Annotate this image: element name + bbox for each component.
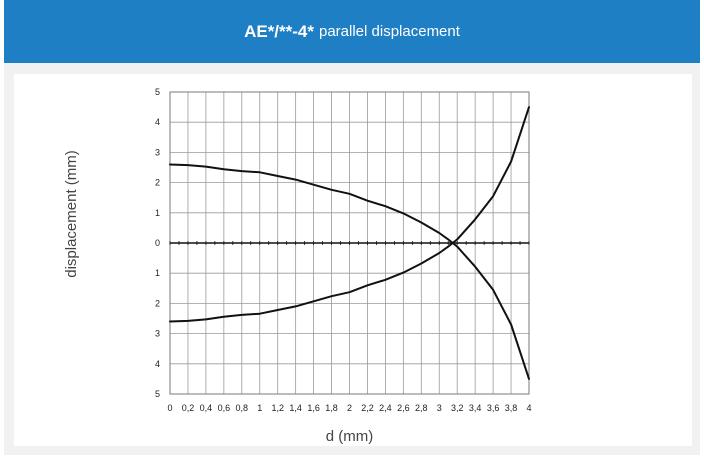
y-tick-label: 5 bbox=[155, 87, 160, 97]
x-tick-label: 0 bbox=[167, 403, 172, 413]
x-tick-label: 3 bbox=[437, 403, 442, 413]
y-axis-label: displacement (mm) bbox=[63, 150, 80, 278]
y-tick-label: 1 bbox=[155, 208, 160, 218]
y-tick-label: 4 bbox=[155, 117, 160, 127]
y-tick-label: 2 bbox=[155, 178, 160, 188]
x-tick-label: 2 bbox=[347, 403, 352, 413]
series-layer bbox=[169, 106, 530, 380]
chart-header: AE*/**-4* parallel displacement bbox=[4, 0, 700, 63]
plot-panel bbox=[14, 74, 692, 446]
x-tick-label: 1,4 bbox=[289, 403, 302, 413]
series-line-1 bbox=[169, 163, 530, 380]
y-tick-label: 4 bbox=[155, 359, 160, 369]
y-tick-labels: 5 4 3 2 1 0 1 2 3 4 5 bbox=[155, 87, 160, 399]
y-tick-label: 1 bbox=[155, 268, 160, 278]
chart-title-main: AE*/**-4* bbox=[244, 21, 314, 41]
x-tick-label: 2,8 bbox=[415, 403, 428, 413]
x-tick-label: 1 bbox=[257, 403, 262, 413]
x-tick-label: 1,6 bbox=[307, 403, 320, 413]
x-tick-label: 2,2 bbox=[361, 403, 374, 413]
x-tick-label: 3,8 bbox=[505, 403, 518, 413]
y-tick-label: 3 bbox=[155, 147, 160, 157]
x-tick-label: 1,8 bbox=[325, 403, 338, 413]
x-tick-label: 3,6 bbox=[487, 403, 500, 413]
x-tick-label: 4 bbox=[526, 403, 531, 413]
x-tick-labels: 0 0,2 0,4 0,6 0,8 1 1,2 1,4 1,6 1,8 2 2,2 2,4 2,6 2,8 3… bbox=[167, 403, 531, 413]
series-line-2 bbox=[169, 106, 530, 323]
zero-axis bbox=[169, 241, 530, 245]
y-tick-label: 3 bbox=[155, 329, 160, 339]
x-tick-label: 0,8 bbox=[236, 403, 249, 413]
y-tick-label: 2 bbox=[155, 298, 160, 308]
x-tick-label: 0,2 bbox=[182, 403, 195, 413]
x-tick-label: 0,4 bbox=[200, 403, 213, 413]
x-tick-label: 2,6 bbox=[397, 403, 410, 413]
chart-title-sub: parallel displacement bbox=[319, 23, 460, 40]
chart-card: AE*/**-4* parallel displacement bbox=[4, 0, 700, 455]
x-tick-label: 0,6 bbox=[218, 403, 231, 413]
x-tick-label: 1,2 bbox=[271, 403, 284, 413]
y-tick-label: 0 bbox=[155, 238, 160, 248]
x-axis-label: d (mm) bbox=[326, 428, 374, 445]
x-tick-label: 3,2 bbox=[451, 403, 464, 413]
x-tick-label: 2,4 bbox=[379, 403, 392, 413]
x-tick-label: 3,4 bbox=[469, 403, 482, 413]
y-tick-label: 5 bbox=[155, 389, 160, 399]
